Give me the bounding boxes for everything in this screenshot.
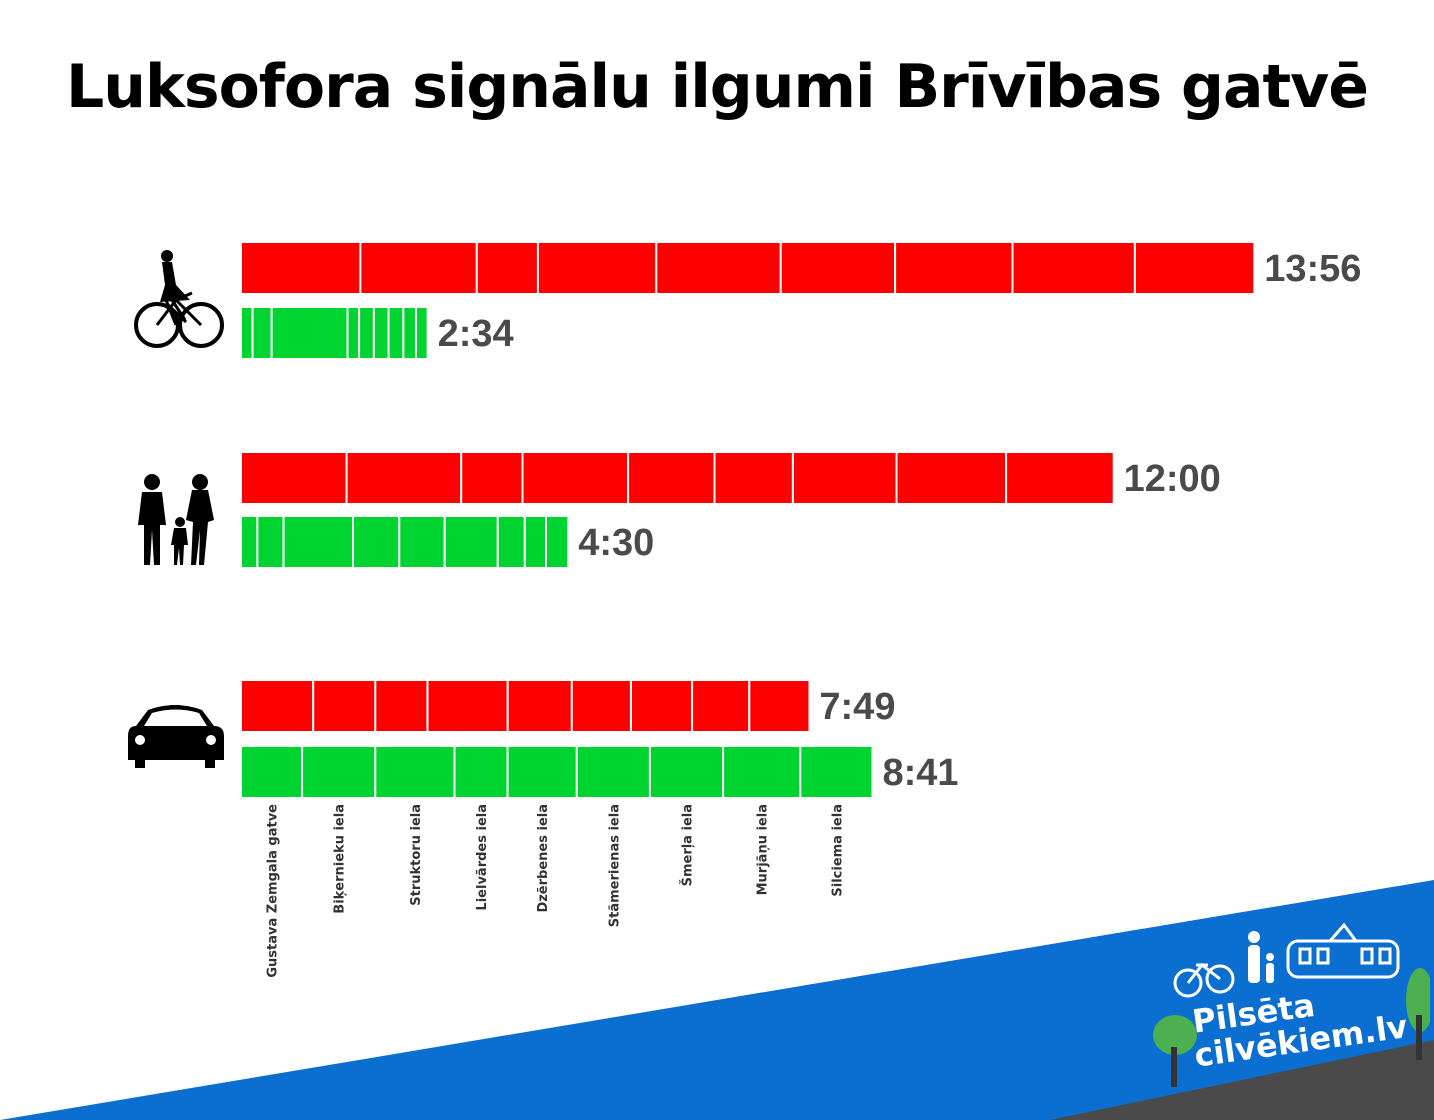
pedestrian-family-icon <box>138 474 214 565</box>
street-label-5: Dzērbenes iela <box>536 804 551 913</box>
street-label-8: Murjāņu iela <box>756 804 771 895</box>
street-label-3: Struktoru iela <box>409 804 424 906</box>
street-label-6: Stāmerienas iela <box>607 804 622 927</box>
bar-segment-green-2-6 <box>443 515 499 569</box>
bar-segment-green-3-9 <box>799 745 874 799</box>
bar-segment-green-1-4 <box>346 306 361 360</box>
street-labels-layer: Gustava Zemgala gatve Biķernieku iela Stru… <box>266 804 846 978</box>
bar-segment-green-2-3 <box>282 515 354 569</box>
street-label-7: Šmerļa iela <box>680 804 696 886</box>
bar-segment-green-2-5 <box>398 515 446 569</box>
bar-segment-red-2-8 <box>895 451 1008 505</box>
bar-segment-green-1-5 <box>358 306 375 360</box>
bar-segment-green-3-8 <box>722 745 802 799</box>
bar-segment-red-2-6 <box>713 451 794 505</box>
bar-segment-red-1-1 <box>240 241 362 295</box>
bar-segment-red-2-3 <box>460 451 524 505</box>
bar-segment-green-2-9 <box>545 515 570 569</box>
cyclist-icon <box>134 250 224 348</box>
bar-segment-red-2-4 <box>521 451 630 505</box>
bar-segment-green-1-7 <box>387 306 405 360</box>
bar-segment-red-3-2 <box>312 679 377 733</box>
bar-segment-red-1-3 <box>475 241 539 295</box>
bar-segment-green-1-3 <box>270 306 349 360</box>
bar-segment-red-3-7 <box>630 679 694 733</box>
bar-segment-red-1-9 <box>1133 241 1256 295</box>
road-band <box>1050 1040 1434 1120</box>
bar-segment-green-3-6 <box>575 745 651 799</box>
bar-segment-red-1-4 <box>536 241 658 295</box>
tram-logo-icon <box>1286 922 1400 979</box>
bar-segment-red-1-6 <box>779 241 897 295</box>
bar-segment-red-2-2 <box>345 451 463 505</box>
bar-segment-red-3-1 <box>240 679 315 733</box>
car-icon <box>128 705 224 768</box>
bar-segment-green-3-2 <box>301 745 377 799</box>
bar-segment-red-3-4 <box>426 679 509 733</box>
bar-segment-red-3-5 <box>506 679 573 733</box>
total-label-red-2: 12:00 <box>1124 458 1221 500</box>
bars-layer: 13:56 2:34 12:00 4:30 7:49 8:41 <box>240 241 1361 799</box>
total-label-red-3: 7:49 <box>819 686 895 728</box>
bar-segment-green-2-8 <box>523 515 547 569</box>
bar-segment-green-1-2 <box>251 306 273 360</box>
bar-segment-red-3-3 <box>374 679 429 733</box>
bar-segment-red-1-7 <box>894 241 1014 295</box>
bar-segment-red-2-1 <box>240 451 348 505</box>
total-label-green-2: 4:30 <box>578 522 654 564</box>
bar-segment-red-3-6 <box>570 679 632 733</box>
total-label-green-3: 8:41 <box>883 752 959 794</box>
bar-segment-red-2-5 <box>627 451 716 505</box>
bar-segment-red-2-7 <box>791 451 898 505</box>
bar-segment-green-3-4 <box>453 745 509 799</box>
bar-segment-green-2-2 <box>256 515 285 569</box>
bar-segment-green-3-3 <box>374 745 456 799</box>
bar-segment-green-1-9 <box>415 306 429 360</box>
street-label-1: Gustava Zemgala gatve <box>266 804 281 978</box>
street-label-4: Lielvārdes iela <box>475 804 490 911</box>
blue-band <box>0 880 1434 1120</box>
bar-segment-green-3-5 <box>506 745 578 799</box>
bar-segment-red-3-9 <box>748 679 811 733</box>
bar-segment-green-1-6 <box>372 306 390 360</box>
street-label-9: Silciema iela <box>830 804 845 897</box>
brand-logo: Pilsēta cilvēkiem.lv <box>1130 915 1434 1115</box>
bar-segment-red-1-5 <box>655 241 782 295</box>
page-title: Luksofora signālu ilgumi Brīvības gatvē <box>66 52 1369 122</box>
family-logo-icon <box>1248 931 1274 983</box>
bar-segment-green-3-1 <box>240 745 304 799</box>
bicycle-logo-icon <box>1173 962 1235 998</box>
bar-segment-green-2-7 <box>496 515 526 569</box>
bar-segment-green-3-7 <box>648 745 725 799</box>
street-label-2: Biķernieku iela <box>333 804 348 914</box>
bar-segment-green-2-1 <box>240 515 259 569</box>
total-label-red-1: 13:56 <box>1264 248 1361 290</box>
bar-segment-green-1-8 <box>402 306 418 360</box>
bar-segment-red-2-9 <box>1005 451 1115 505</box>
tree-logo-icon <box>1406 968 1434 1060</box>
bar-segment-red-1-2 <box>359 241 478 295</box>
bar-segment-green-1-1 <box>240 306 254 360</box>
bar-segment-green-2-4 <box>352 515 401 569</box>
bar-segment-red-1-8 <box>1011 241 1136 295</box>
total-label-green-1: 2:34 <box>438 313 514 355</box>
bar-segment-red-3-8 <box>691 679 751 733</box>
brand-icons <box>1153 922 1434 1087</box>
tree-logo-icon-left <box>1153 1015 1197 1087</box>
